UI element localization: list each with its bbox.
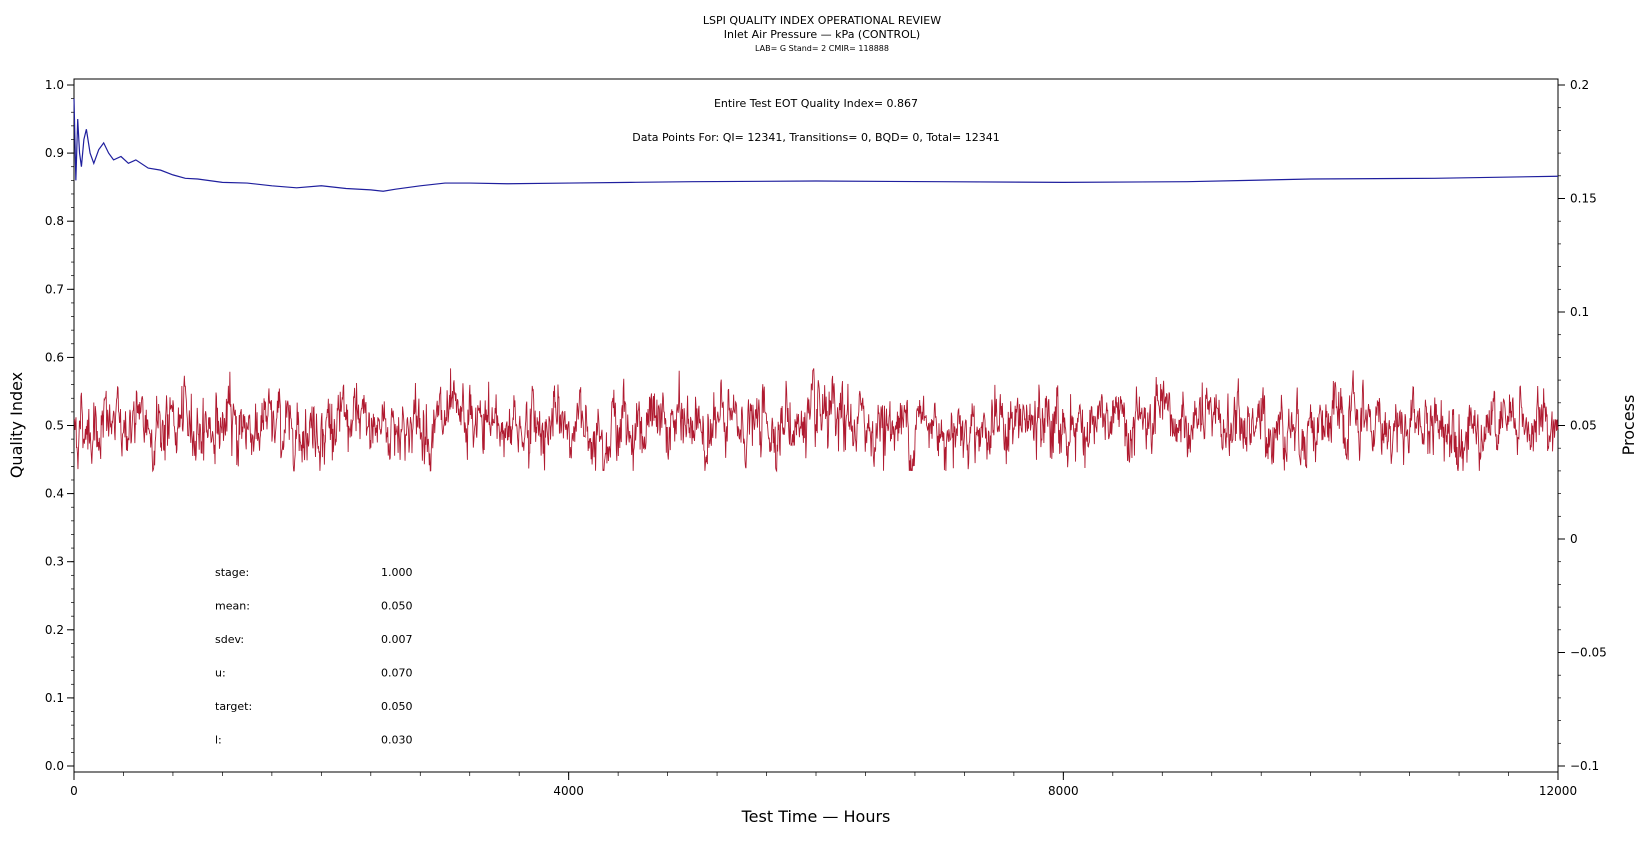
y-right-tick-label: 0 [1570, 532, 1578, 546]
y-left-tick-label: 0.2 [45, 623, 64, 637]
y-left-tick-label: 0.5 [45, 419, 64, 433]
axes: 0.0 0.1 0.2 0.3 0.4 0.5 0.6 0.7 0.8 0.9 1.0 −0.1 −0.… [45, 78, 1607, 798]
chart-subtitle-2: LAB= G Stand= 2 CMIR= 118888 [755, 44, 889, 53]
y-left-tick-label: 1.0 [45, 78, 64, 92]
y-left-tick-label: 0.0 [45, 759, 64, 773]
x-tick-label: 4000 [553, 784, 584, 798]
stat-label: u: [215, 667, 226, 680]
stat-label: target: [215, 700, 252, 713]
y-right-tick-label: −0.05 [1570, 646, 1607, 660]
y-right-tick-label: 0.05 [1570, 419, 1597, 433]
y-left-tick-label: 0.9 [45, 146, 64, 160]
x-tick-label: 0 [70, 784, 78, 798]
process-series-line [73, 368, 1559, 473]
y-right-tick-label: 0.2 [1570, 78, 1589, 92]
stat-label: stage: [215, 566, 249, 579]
x-tick-label: 8000 [1048, 784, 1079, 798]
y-left-tick-label: 0.8 [45, 214, 64, 228]
stats-panel: stage: 1.000 mean: 0.050 sdev: 0.007 u: 0.070 ta… [215, 566, 413, 747]
stat-value: 0.070 [381, 667, 413, 680]
stat-label: mean: [215, 600, 250, 613]
stat-value: 0.050 [381, 600, 413, 613]
y-left-tick-label: 0.4 [45, 487, 64, 501]
y-axis-left-title: Quality Index [7, 372, 26, 478]
y-left-tick-label: 0.1 [45, 691, 64, 705]
y-left-tick-label: 0.7 [45, 282, 64, 296]
stat-label: l: [215, 734, 222, 747]
stat-label: sdev: [215, 633, 244, 646]
x-axis-title: Test Time — Hours [741, 807, 891, 826]
y-left-tick-label: 0.3 [45, 555, 64, 569]
y-axis-right-title: Process [1619, 395, 1638, 456]
chart-title: LSPI QUALITY INDEX OPERATIONAL REVIEW [703, 14, 941, 27]
stat-value: 1.000 [381, 566, 413, 579]
y-left-tick-label: 0.6 [45, 350, 64, 364]
chart-subtitle: Inlet Air Pressure — kPa (CONTROL) [724, 28, 920, 41]
series [73, 98, 1559, 473]
annotation-data-points: Data Points For: QI= 12341, Transitions=… [632, 131, 1000, 144]
y-right-tick-label: 0.1 [1570, 305, 1589, 319]
stat-value: 0.050 [381, 700, 413, 713]
stat-value: 0.030 [381, 734, 413, 747]
stat-value: 0.007 [381, 633, 413, 646]
annotation-quality-index: Entire Test EOT Quality Index= 0.867 [714, 97, 918, 110]
y-right-tick-label: −0.1 [1570, 759, 1599, 773]
x-tick-label: 12000 [1539, 784, 1577, 798]
y-right-tick-label: 0.15 [1570, 192, 1597, 206]
quality-index-series-line [73, 98, 1559, 192]
